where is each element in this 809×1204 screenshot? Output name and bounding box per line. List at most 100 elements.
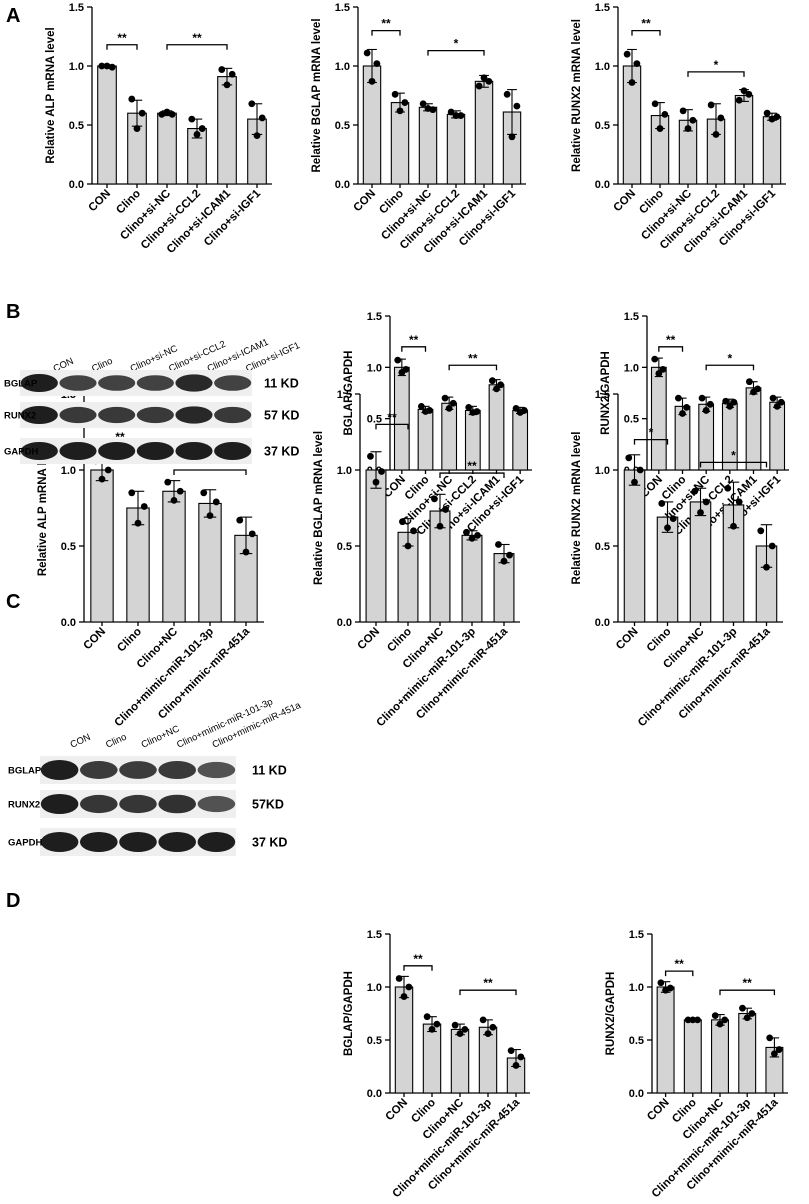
data-point — [726, 402, 734, 410]
data-point — [679, 107, 687, 115]
data-point — [745, 90, 753, 98]
y-tick-label: 1.5 — [367, 929, 382, 941]
data-point — [623, 50, 631, 58]
significance-bracket — [375, 423, 409, 430]
data-point — [495, 541, 502, 548]
data-point — [436, 522, 444, 530]
y-tick-label: 1.5 — [69, 2, 84, 14]
blot-strip — [20, 370, 252, 396]
data-point — [98, 62, 106, 70]
y-axis-label: BGLAP/GAPDH — [343, 971, 355, 1056]
chart-a2: 0.0 0.5 1.0 1.5 Relative BGLAP mRNA level CON… — [311, 2, 526, 256]
blot-band — [214, 406, 252, 424]
bar — [418, 106, 438, 185]
data-point — [730, 398, 738, 406]
bar — [217, 76, 237, 185]
western-blot-b: CON Clino Clino+si-NCClino+si-CCL2Clino+si… — [4, 337, 302, 464]
blot-band — [158, 794, 197, 814]
significance-bracket — [705, 364, 755, 371]
blot-band — [119, 794, 157, 814]
y-tick-label: 0.5 — [337, 541, 352, 553]
data-point — [657, 979, 665, 987]
significance-bracket — [699, 461, 768, 468]
y-tick-label: 0.0 — [69, 179, 84, 191]
chart-d2: 0.00.51.01.5RUNX2/GAPDHCONClinoClino+NCC… — [605, 929, 788, 1200]
bar — [461, 534, 483, 623]
significance-label: ** — [115, 430, 125, 444]
y-tick-label: 1.0 — [335, 61, 350, 73]
data-point — [633, 60, 641, 68]
bar — [478, 1026, 498, 1094]
y-tick-label: 0.0 — [367, 1088, 382, 1100]
data-point — [757, 527, 765, 535]
data-point — [188, 115, 196, 123]
significance-label: ** — [468, 351, 478, 365]
data-point — [628, 79, 636, 86]
y-tick-label: 1.0 — [61, 465, 76, 477]
data-point — [730, 522, 737, 530]
blot-strip — [20, 402, 252, 428]
data-point — [666, 984, 674, 992]
molecular-weight-label: 57KD — [252, 798, 284, 812]
y-tick-label: 1.0 — [69, 61, 84, 73]
bar — [417, 408, 434, 471]
data-point — [474, 531, 481, 539]
data-point — [405, 983, 413, 991]
data-point — [404, 542, 412, 550]
data-point — [402, 365, 410, 373]
blot-band — [98, 406, 136, 424]
data-point — [484, 1030, 492, 1038]
data-point — [722, 397, 730, 405]
lane-label: Clino+NC — [140, 723, 182, 750]
bar — [90, 469, 114, 623]
y-tick-label: 0.5 — [629, 1035, 644, 1047]
significance-bracket — [448, 364, 498, 371]
data-point — [206, 512, 214, 519]
data-point — [473, 408, 481, 415]
blot-band — [40, 832, 79, 852]
blot-band — [175, 406, 213, 424]
data-point — [236, 516, 244, 524]
data-point — [441, 394, 449, 402]
blot-band — [197, 795, 236, 813]
y-tick-label: 0.5 — [335, 120, 350, 132]
data-point — [717, 114, 725, 122]
data-point — [212, 498, 220, 506]
significance-bracket — [403, 965, 433, 971]
data-point — [103, 62, 111, 70]
data-point — [242, 548, 250, 556]
data-point — [506, 551, 513, 559]
data-point — [754, 385, 762, 393]
data-point — [507, 1047, 515, 1054]
data-point — [739, 1004, 746, 1012]
significance-label: ** — [675, 957, 685, 971]
blot-band — [175, 442, 213, 460]
data-point — [488, 377, 496, 385]
data-point — [702, 407, 710, 414]
data-point — [702, 498, 710, 506]
data-point — [176, 487, 184, 495]
bar — [365, 469, 387, 623]
data-point — [363, 49, 371, 57]
blot-band — [197, 832, 236, 852]
bar — [422, 1023, 442, 1094]
blot-band — [20, 442, 58, 460]
data-point — [489, 1023, 497, 1031]
y-tick-label: 1.0 — [367, 982, 382, 994]
x-tick-label: CON — [356, 626, 383, 653]
data-point — [697, 509, 704, 516]
data-point — [138, 109, 146, 117]
y-tick-label: 1.0 — [367, 362, 382, 374]
data-point — [373, 60, 381, 68]
data-point — [689, 116, 697, 124]
data-point — [625, 454, 633, 462]
data-point — [164, 478, 172, 486]
data-point — [253, 132, 261, 140]
data-point — [631, 478, 638, 486]
data-point — [768, 542, 776, 550]
data-point — [707, 101, 715, 109]
x-tick-label: CON — [82, 626, 109, 653]
data-point — [711, 1012, 719, 1020]
data-point — [508, 133, 516, 141]
